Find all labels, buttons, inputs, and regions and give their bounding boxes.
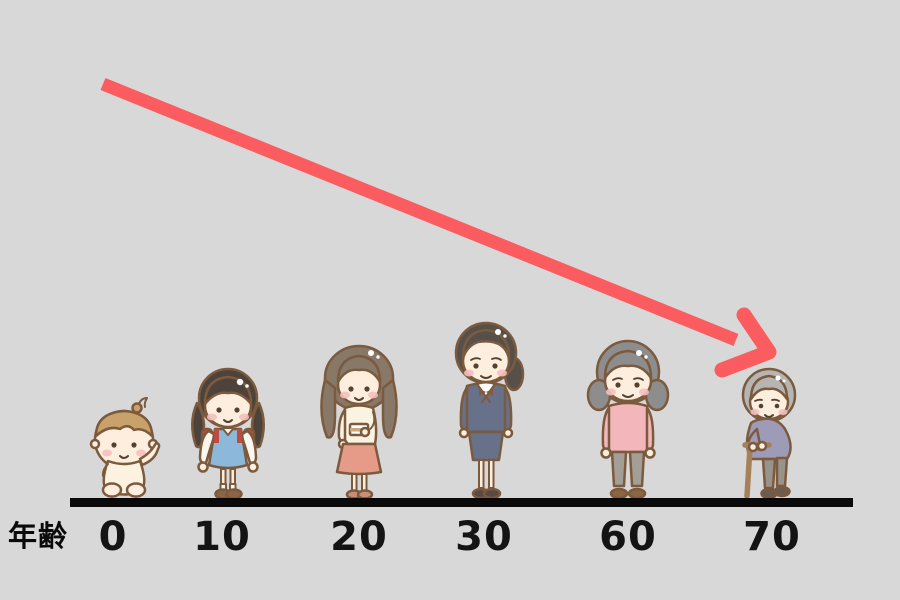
figure-older-woman — [576, 338, 680, 500]
axis-tick-30: 30 — [455, 514, 513, 560]
young-woman-icon — [320, 344, 398, 500]
arrow-head — [714, 307, 777, 378]
age-axis-label: 年齢 — [8, 519, 69, 553]
axis-tick-60: 60 — [599, 514, 657, 560]
axis-tick-10: 10 — [193, 514, 251, 560]
figure-young-woman — [312, 340, 407, 500]
axis-tick-70: 70 — [743, 514, 801, 560]
businesswoman-icon — [454, 321, 525, 500]
older-woman-icon — [586, 339, 670, 500]
age-axis-line — [70, 498, 853, 507]
figure-elderly-woman — [727, 367, 819, 500]
schoolgirl-icon — [191, 367, 265, 500]
axis-tick-0: 0 — [98, 514, 128, 560]
figure-schoolgirl — [183, 365, 273, 500]
arrow-shaft-line — [100, 77, 739, 347]
figure-baby — [82, 395, 167, 500]
figure-businesswoman — [436, 320, 536, 500]
elderly-woman-cane-icon — [741, 367, 797, 500]
axis-tick-20: 20 — [330, 514, 388, 560]
baby-icon — [89, 397, 161, 498]
